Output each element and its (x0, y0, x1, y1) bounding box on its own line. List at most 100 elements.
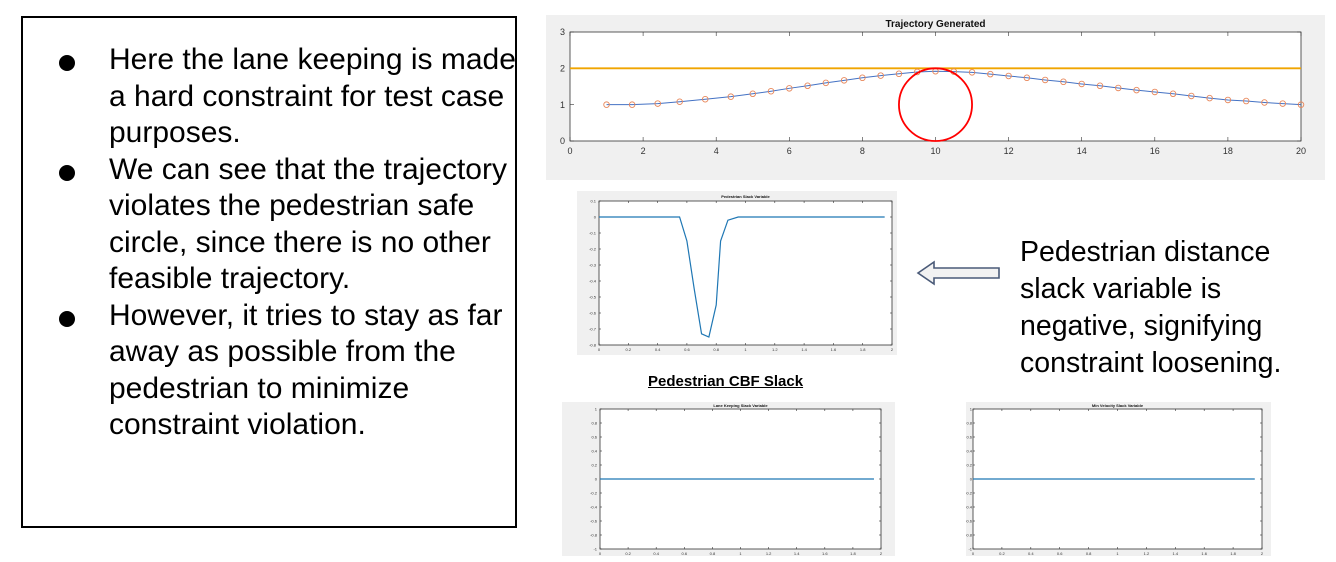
bullet-dot-icon (59, 55, 75, 71)
trajectory-point (840, 77, 848, 84)
trajectory-point (895, 70, 903, 78)
trajectory-line (606, 70, 1302, 106)
x-tick-label: 2 (1261, 551, 1264, 556)
x-tick-label: 0.6 (684, 347, 690, 352)
trajectory-point (1169, 90, 1177, 98)
y-tick-label: -0.8 (589, 342, 597, 347)
y-tick-label: 0.6 (591, 434, 597, 439)
y-tick-label: -0.6 (590, 518, 598, 523)
x-tick-label: 0.6 (1057, 551, 1063, 556)
y-tick-label: 0.4 (591, 448, 597, 453)
y-tick-label: -0.4 (966, 504, 973, 509)
chart-title: Lane Keeping Slack Variable (713, 403, 768, 408)
x-tick-label: 1.8 (850, 551, 856, 556)
y-tick-label: -1 (968, 546, 972, 551)
trajectory-point (1242, 97, 1250, 105)
x-tick-label: 0.2 (625, 551, 631, 556)
x-tick-label: 0 (972, 551, 975, 556)
trajectory-point (1115, 84, 1122, 92)
pedestrian-slack-chart: 0 0.2 0.4 0.6 0.8 1 1.2 1.4 1.6 1.8 2 0.1 0 -0.1 -0.2 -… (577, 191, 897, 355)
trajectory-point (603, 101, 610, 108)
trajectory-point (727, 93, 735, 100)
trajectory-point (822, 79, 830, 87)
x-tick-label: 2 (891, 347, 894, 352)
x-tick-label: 1 (744, 347, 747, 352)
trajectory-point (1279, 100, 1286, 107)
y-tick-label: 0 (595, 476, 598, 481)
bullet-item: Here the lane keeping is made a hard con… (53, 42, 523, 152)
y-tick-label: 0 (560, 136, 565, 146)
trajectory-point (786, 85, 793, 92)
pedestrian-safe-circle (898, 67, 973, 142)
chart-title: Trajectory Generated (885, 19, 985, 30)
y-tick-label: -0.7 (589, 326, 597, 331)
x-tick-label: 1.2 (772, 347, 778, 352)
bullet-text: Here the lane keeping is made a hard con… (109, 43, 516, 149)
y-tick-label: -0.4 (590, 504, 598, 509)
trajectory-point (1261, 99, 1268, 106)
x-tick-label: 0.8 (710, 551, 716, 556)
x-tick-label: 10 (930, 146, 940, 156)
trajectory-point (859, 74, 866, 82)
y-tick-label: -0.2 (966, 490, 973, 495)
x-tick-label: 1.8 (860, 347, 866, 352)
x-tick-label: 0.8 (1086, 551, 1092, 556)
trajectory-point (654, 100, 661, 107)
x-tick-label: 1 (739, 551, 742, 556)
y-tick-label: -0.1 (589, 230, 597, 235)
x-tick-label: 1.6 (822, 551, 828, 556)
chart-title: Min Velocity Slack Variable (1092, 403, 1144, 408)
trajectory-point (1096, 82, 1104, 90)
pedestrian-slack-line (599, 216, 885, 338)
bullet-text: We can see that the trajectory violates … (109, 152, 507, 296)
y-tick-label: 0.8 (966, 420, 972, 425)
x-tick-label: 2 (880, 551, 883, 556)
y-tick-label: -0.2 (589, 246, 597, 251)
x-tick-label: 0.2 (999, 551, 1005, 556)
x-tick-label: 0 (599, 551, 602, 556)
bullet-dot-icon (59, 310, 75, 327)
y-tick-label: 0.4 (966, 448, 972, 453)
bullet-text: However, it tries to stay as far away as… (109, 298, 503, 442)
y-tick-label: 0.6 (966, 434, 972, 439)
x-tick-label: 0 (567, 146, 572, 156)
x-tick-label: 1.4 (1173, 551, 1179, 556)
x-tick-label: 1.8 (1230, 551, 1236, 556)
y-tick-label: -0.6 (966, 518, 973, 523)
y-tick-label: 3 (560, 27, 565, 37)
y-tick-label: 1 (970, 406, 973, 411)
pedestrian-cbf-caption: Pedestrian CBF Slack (648, 373, 804, 390)
trajectory-point (628, 101, 636, 108)
y-tick-label: 0.1 (590, 198, 596, 203)
trajectory-point (1297, 101, 1305, 108)
y-tick-label: -0.8 (966, 532, 973, 537)
trajectory-point (1023, 74, 1031, 82)
x-tick-label: 1.4 (794, 551, 800, 556)
y-tick-label: 0 (594, 214, 597, 219)
y-tick-label: 1 (560, 100, 565, 110)
x-tick-label: 14 (1077, 146, 1087, 156)
trajectory-point (987, 70, 994, 78)
trajectory-point (877, 72, 884, 79)
x-tick-label: 0.6 (682, 551, 688, 556)
x-tick-label: 20 (1296, 146, 1306, 156)
y-tick-label: 0.8 (591, 420, 597, 425)
bullet-box: Here the lane keeping is made a hard con… (21, 16, 517, 528)
slack-note: Pedestrian distance slack variable is ne… (1020, 236, 1282, 379)
trajectory-point (1133, 86, 1140, 94)
y-tick-label: -1 (593, 546, 597, 551)
x-tick-label: 4 (714, 146, 719, 156)
trajectory-point (1188, 92, 1195, 100)
y-tick-label: 0.2 (591, 462, 597, 467)
trajectory-point (749, 90, 756, 98)
lane-keeping-slack-chart: 0 0.2 0.4 0.6 0.8 1 1.2 1.4 1.6 1.8 2 1 0.8 0.6 0.4 0.2… (562, 402, 895, 556)
y-tick-label: -0.8 (590, 532, 598, 537)
y-tick-label: -0.2 (590, 490, 598, 495)
x-tick-label: 1.6 (1201, 551, 1207, 556)
trajectory-point (1151, 88, 1159, 96)
x-tick-label: 2 (641, 146, 646, 156)
trajectory-point (676, 98, 683, 106)
x-tick-label: 0.4 (1028, 551, 1034, 556)
x-tick-label: 1.2 (1144, 551, 1150, 556)
left-arrow-icon (916, 260, 1000, 286)
